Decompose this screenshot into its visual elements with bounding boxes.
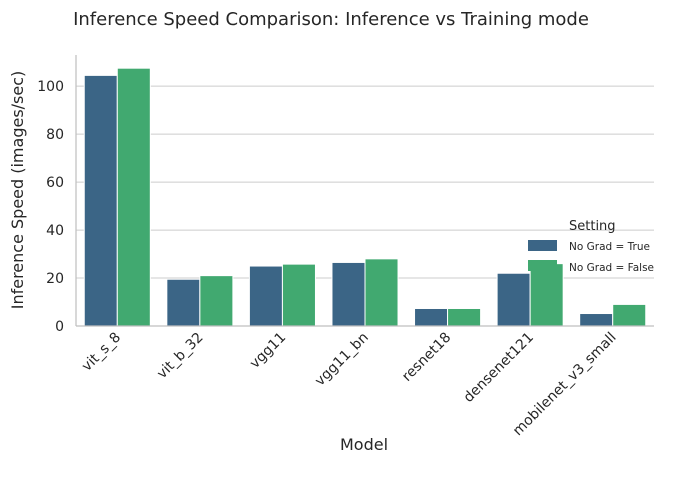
x-tick-label: densenet121	[461, 330, 537, 406]
y-tick-label: 0	[55, 319, 64, 335]
bar-vit_b_32-series-0	[166, 278, 201, 327]
x-tick-label: vit_b_32	[154, 330, 207, 383]
bar-mobilenet_v3_small-series-0	[579, 313, 614, 327]
y-tick-labels: 0 20 40 60 80 100	[37, 79, 64, 335]
bars	[83, 67, 647, 327]
bar-densenet121-series-0	[496, 272, 531, 327]
bar-vit_s_8-series-1	[116, 67, 151, 327]
bar-vgg11_bn-series-1	[364, 258, 399, 327]
y-gridlines	[76, 85, 654, 279]
bar-resnet18-series-0	[414, 307, 449, 327]
y-tick-label: 40	[46, 223, 64, 239]
legend-title: Setting	[569, 219, 616, 234]
x-tick-label: vgg11	[247, 330, 289, 372]
x-tick-label: resnet18	[399, 330, 454, 385]
y-tick-label: 100	[37, 79, 64, 95]
x-tick-label: vit_s_8	[79, 330, 124, 375]
bar-vit_b_32-series-1	[199, 275, 234, 327]
legend: Setting No Grad = True No Grad = False	[528, 219, 654, 274]
bar-vgg11-series-1	[281, 263, 316, 327]
bar-vgg11_bn-series-0	[331, 261, 366, 327]
y-axis-label: Inference Speed (images/sec)	[8, 71, 27, 310]
bar-vit_s_8-series-0	[83, 74, 118, 327]
x-tick-labels: vit_s_8 vit_b_32 vgg11 vgg11_bn resnet18 dens…	[79, 330, 620, 440]
bar-resnet18-series-1	[447, 307, 482, 327]
y-tick-label: 20	[46, 271, 64, 287]
chart-title: Inference Speed Comparison: Inference vs…	[73, 9, 589, 30]
bar-mobilenet_v3_small-series-1	[612, 303, 647, 327]
x-tick-label: vgg11_bn	[312, 330, 372, 390]
bar-densenet121-series-1	[529, 263, 564, 327]
legend-label-no-grad-false: No Grad = False	[569, 262, 654, 274]
x-axis-label: Model	[340, 435, 388, 454]
y-tick-label: 80	[46, 127, 64, 143]
legend-label-no-grad-true: No Grad = True	[569, 241, 650, 253]
legend-swatch-no-grad-true	[528, 240, 557, 251]
y-tick-label: 60	[46, 175, 64, 191]
bar-vgg11-series-0	[248, 265, 283, 327]
legend-swatch-no-grad-false	[528, 260, 557, 271]
